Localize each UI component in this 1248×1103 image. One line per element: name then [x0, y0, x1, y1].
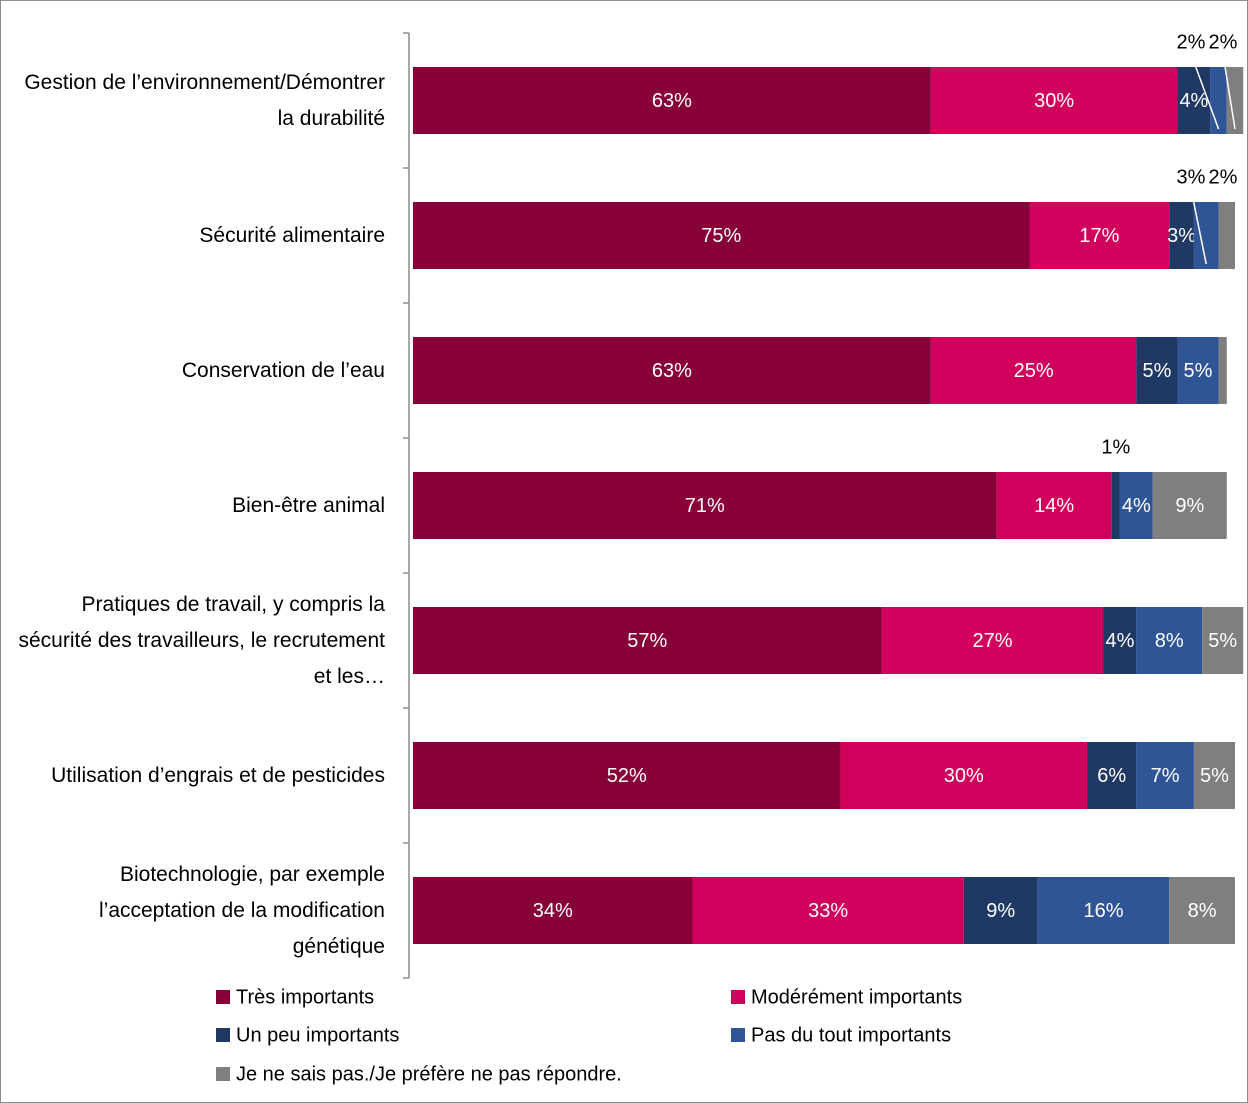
- bar-segment: [1087, 742, 1137, 809]
- legend-label: Un peu importants: [236, 1024, 399, 1046]
- value-label: 27%: [972, 630, 1012, 652]
- value-label: 5%: [1200, 765, 1229, 787]
- value-label: 57%: [627, 630, 667, 652]
- category-label: Utilisation d’engrais et de pesticides: [51, 763, 385, 787]
- category-label: Conservation de l’eau: [181, 358, 385, 382]
- bar-segment: [1210, 67, 1227, 134]
- bar-segment: [963, 877, 1038, 944]
- value-label: 5%: [1208, 630, 1237, 652]
- leader-line: [1190, 53, 1220, 130]
- bar-segment: [1136, 742, 1194, 809]
- value-label: 7%: [1151, 765, 1180, 787]
- bar-segment: [1037, 877, 1170, 944]
- legend-swatch: [216, 1028, 230, 1042]
- value-label: 34%: [533, 900, 573, 922]
- bar-segment: [1111, 472, 1120, 539]
- value-label: 4%: [1179, 90, 1208, 112]
- value-label: 4%: [1105, 630, 1134, 652]
- value-label: 9%: [1175, 495, 1204, 517]
- bar-segment: [1029, 202, 1170, 269]
- bar-segment: [1136, 607, 1203, 674]
- value-label: 1%: [1101, 436, 1130, 458]
- bar-segment: [1193, 742, 1235, 809]
- bar-segment: [1226, 67, 1244, 134]
- legend-label: Je ne sais pas./Je préfère ne pas répond…: [236, 1063, 622, 1085]
- value-label: 2%: [1209, 166, 1238, 188]
- bar-segment: [413, 742, 841, 809]
- value-label: 30%: [1034, 90, 1074, 112]
- value-label: 8%: [1155, 630, 1184, 652]
- value-label: 63%: [652, 360, 692, 382]
- bar-segment: [1218, 202, 1235, 269]
- value-label: 3%: [1177, 166, 1206, 188]
- category-label: Pratiques de travail, y compris la sécur…: [18, 592, 386, 688]
- value-label: 6%: [1097, 765, 1126, 787]
- bar-segment: [930, 337, 1137, 404]
- bar-segment: [413, 607, 882, 674]
- value-label: 14%: [1034, 495, 1074, 517]
- bar-segment: [930, 67, 1178, 134]
- bar-segment: [413, 202, 1030, 269]
- value-label: 5%: [1142, 360, 1171, 382]
- legend-label: Pas du tout importants: [751, 1024, 951, 1046]
- bar-segment: [1152, 472, 1227, 539]
- bar-segment: [1103, 607, 1137, 674]
- value-label: 52%: [607, 765, 647, 787]
- value-label: 33%: [808, 900, 848, 922]
- bar-segment: [1218, 337, 1227, 404]
- bar-segment: [1169, 877, 1235, 944]
- bar-segment: [1193, 202, 1219, 269]
- legend-swatch: [731, 990, 745, 1004]
- value-label: 71%: [685, 495, 725, 517]
- legend-label: Modérément importants: [751, 986, 962, 1008]
- leader-line: [1190, 188, 1207, 265]
- value-label: 5%: [1184, 360, 1213, 382]
- value-label: 8%: [1188, 900, 1217, 922]
- bar-segment: [413, 337, 931, 404]
- bar-segment: [1136, 337, 1178, 404]
- value-label: 2%: [1209, 31, 1238, 53]
- bar-segment: [840, 742, 1088, 809]
- bar-segment: [1169, 202, 1194, 269]
- value-label: 9%: [986, 900, 1015, 922]
- legend-swatch: [216, 1067, 230, 1081]
- category-label: Biotechnologie, par exemple l’acceptatio…: [98, 862, 385, 958]
- value-label: 25%: [1014, 360, 1054, 382]
- value-label: 63%: [652, 90, 692, 112]
- bar-segment: [413, 67, 931, 134]
- value-label: 16%: [1083, 900, 1123, 922]
- bar-segment: [692, 877, 964, 944]
- bar-segment: [1119, 472, 1153, 539]
- value-label: 30%: [944, 765, 984, 787]
- category-label: Sécurité alimentaire: [199, 223, 385, 247]
- value-label: 4%: [1122, 495, 1151, 517]
- bar-segment: [1202, 607, 1244, 674]
- bar-segment: [996, 472, 1112, 539]
- value-label: 3%: [1167, 225, 1196, 247]
- bar-segment: [413, 877, 693, 944]
- bar-segment: [1177, 337, 1219, 404]
- leader-line: [1222, 53, 1236, 130]
- legend-swatch: [731, 1028, 745, 1042]
- legend-swatch: [216, 990, 230, 1004]
- value-label: 17%: [1079, 225, 1119, 247]
- bar-segment: [1177, 67, 1211, 134]
- category-label: Bien-être animal: [232, 493, 385, 517]
- value-label: 2%: [1177, 31, 1206, 53]
- bar-segment: [413, 472, 997, 539]
- bar-segment: [881, 607, 1104, 674]
- value-label: 75%: [701, 225, 741, 247]
- category-label: Gestion de l’environnement/Démontrer la …: [24, 70, 385, 130]
- legend-label: Très importants: [236, 986, 374, 1008]
